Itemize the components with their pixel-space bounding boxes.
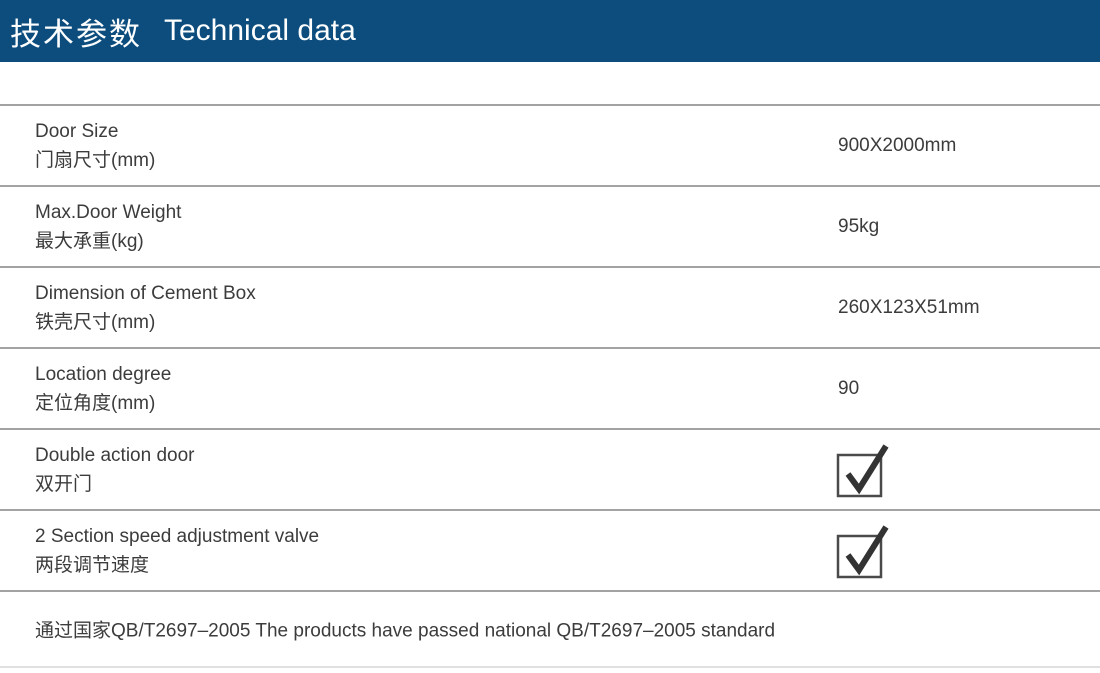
row-label-en: 2 Section speed adjustment valve <box>35 525 320 547</box>
checkbox-checked-icon <box>836 523 892 579</box>
section-header: 技术参数 Technical data <box>0 0 1100 62</box>
row-label-en: Max.Door Weight <box>35 201 182 223</box>
section-title-chinese: 技术参数 <box>10 16 142 52</box>
section-title-english: Technical data <box>164 14 356 47</box>
spec-row-door-size: Door Size 门扇尺寸(mm) 900X2000mm <box>0 104 1100 185</box>
row-labels: 2 Section speed adjustment valve 两段调节速度 <box>35 522 319 580</box>
row-label-zh: 双开门 <box>35 473 93 495</box>
standard-note-text: 通过国家QB/T2697–2005 The products have pass… <box>35 620 776 642</box>
row-value: 900X2000mm <box>838 134 957 156</box>
standard-note-row: 通过国家QB/T2697–2005 The products have pass… <box>0 590 1100 668</box>
row-label-en: Double action door <box>35 444 195 466</box>
spec-row-double-action-door: Double action door 双开门 <box>0 428 1100 509</box>
row-label-zh: 最大承重(kg) <box>35 230 144 252</box>
row-labels: Location degree 定位角度(mm) <box>35 360 171 418</box>
row-value: 260X123X51mm <box>838 296 980 318</box>
spec-row-speed-adjustment-valve: 2 Section speed adjustment valve 两段调节速度 <box>0 509 1100 590</box>
row-labels: Door Size 门扇尺寸(mm) <box>35 117 155 175</box>
spec-row-location-degree: Location degree 定位角度(mm) 90 <box>0 347 1100 428</box>
spec-row-max-door-weight: Max.Door Weight 最大承重(kg) 95kg <box>0 185 1100 266</box>
spec-table: Door Size 门扇尺寸(mm) 900X2000mm Max.Door W… <box>0 104 1100 668</box>
checkbox-checked-icon <box>836 442 892 498</box>
row-labels: Dimension of Cement Box 铁壳尺寸(mm) <box>35 279 256 337</box>
row-label-en: Dimension of Cement Box <box>35 282 256 304</box>
row-value: 90 <box>838 377 860 399</box>
row-label-zh: 门扇尺寸(mm) <box>35 149 156 171</box>
row-labels: Double action door 双开门 <box>35 441 195 499</box>
row-label-zh: 铁壳尺寸(mm) <box>35 311 156 333</box>
row-value: 95kg <box>838 215 880 237</box>
row-labels: Max.Door Weight 最大承重(kg) <box>35 198 181 256</box>
row-label-en: Location degree <box>35 363 172 385</box>
row-label-en: Door Size <box>35 120 119 142</box>
row-label-zh: 定位角度(mm) <box>35 392 156 414</box>
spec-row-cement-box-dimension: Dimension of Cement Box 铁壳尺寸(mm) 260X123… <box>0 266 1100 347</box>
row-label-zh: 两段调节速度 <box>35 554 150 576</box>
